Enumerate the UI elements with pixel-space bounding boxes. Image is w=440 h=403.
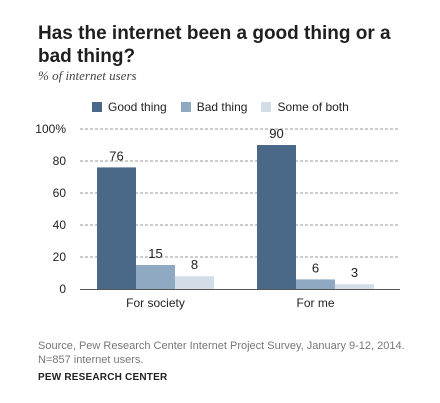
source-line: N=857 internet users.	[38, 354, 144, 366]
legend-item: Some of both	[261, 100, 349, 114]
y-tick-label: 0	[59, 282, 66, 296]
bar	[335, 284, 374, 289]
bar	[97, 167, 136, 289]
y-tick-label: 20	[53, 250, 67, 264]
legend-item: Good thing	[92, 100, 167, 114]
bar	[257, 145, 296, 289]
data-label: 6	[312, 260, 319, 275]
data-label: 8	[191, 257, 198, 272]
data-label: 76	[109, 148, 123, 163]
x-tick-label: For society	[126, 296, 185, 310]
footer-brand: PEW RESEARCH CENTER	[38, 372, 168, 383]
y-tick-label: 100%	[35, 122, 66, 136]
data-label: 15	[148, 246, 162, 261]
legend-item: Bad thing	[180, 100, 248, 114]
legend-label: Some of both	[277, 100, 349, 114]
legend-swatch	[92, 102, 102, 112]
x-tick-label: For me	[296, 296, 334, 310]
y-tick-label: 60	[53, 186, 67, 200]
y-tick-label: 80	[53, 154, 67, 168]
bar	[175, 276, 214, 289]
source-line: Source, Pew Research Center Internet Pro…	[38, 340, 405, 352]
y-tick-label: 40	[53, 218, 67, 232]
data-label: 90	[269, 126, 283, 141]
legend-label: Bad thing	[196, 100, 248, 114]
bar	[136, 265, 175, 289]
chart-subtitle: % of internet users	[38, 68, 137, 83]
bar	[296, 279, 335, 289]
data-label: 3	[351, 265, 358, 280]
chart-title: Has the internet been a good thing or a …	[38, 23, 391, 67]
chart-legend: Good thing Bad thing Some of both	[92, 100, 363, 114]
legend-swatch	[261, 102, 272, 112]
legend-swatch	[180, 102, 191, 112]
legend-label: Good thing	[108, 100, 167, 114]
source-note: Source, Pew Research Center Internet Pro…	[38, 339, 418, 367]
